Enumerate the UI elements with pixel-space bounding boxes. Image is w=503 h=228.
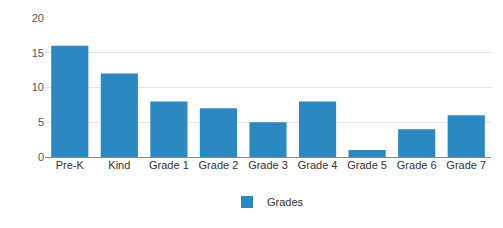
svg-text:Pre-K: Pre-K: [56, 159, 85, 171]
svg-text:Grades: Grades: [267, 196, 304, 208]
svg-text:Grade 5: Grade 5: [347, 159, 387, 171]
svg-text:Grade 6: Grade 6: [397, 159, 437, 171]
svg-text:20: 20: [32, 12, 44, 24]
svg-text:Grade 2: Grade 2: [199, 159, 239, 171]
svg-text:5: 5: [38, 116, 44, 128]
svg-text:0: 0: [38, 151, 44, 163]
svg-text:Grade 7: Grade 7: [446, 159, 486, 171]
svg-text:10: 10: [32, 81, 44, 93]
svg-text:Kind: Kind: [108, 159, 130, 171]
svg-text:Grade 4: Grade 4: [298, 159, 338, 171]
svg-text:15: 15: [32, 47, 44, 59]
svg-text:Grade 3: Grade 3: [248, 159, 288, 171]
svg-text:Grade 1: Grade 1: [149, 159, 189, 171]
